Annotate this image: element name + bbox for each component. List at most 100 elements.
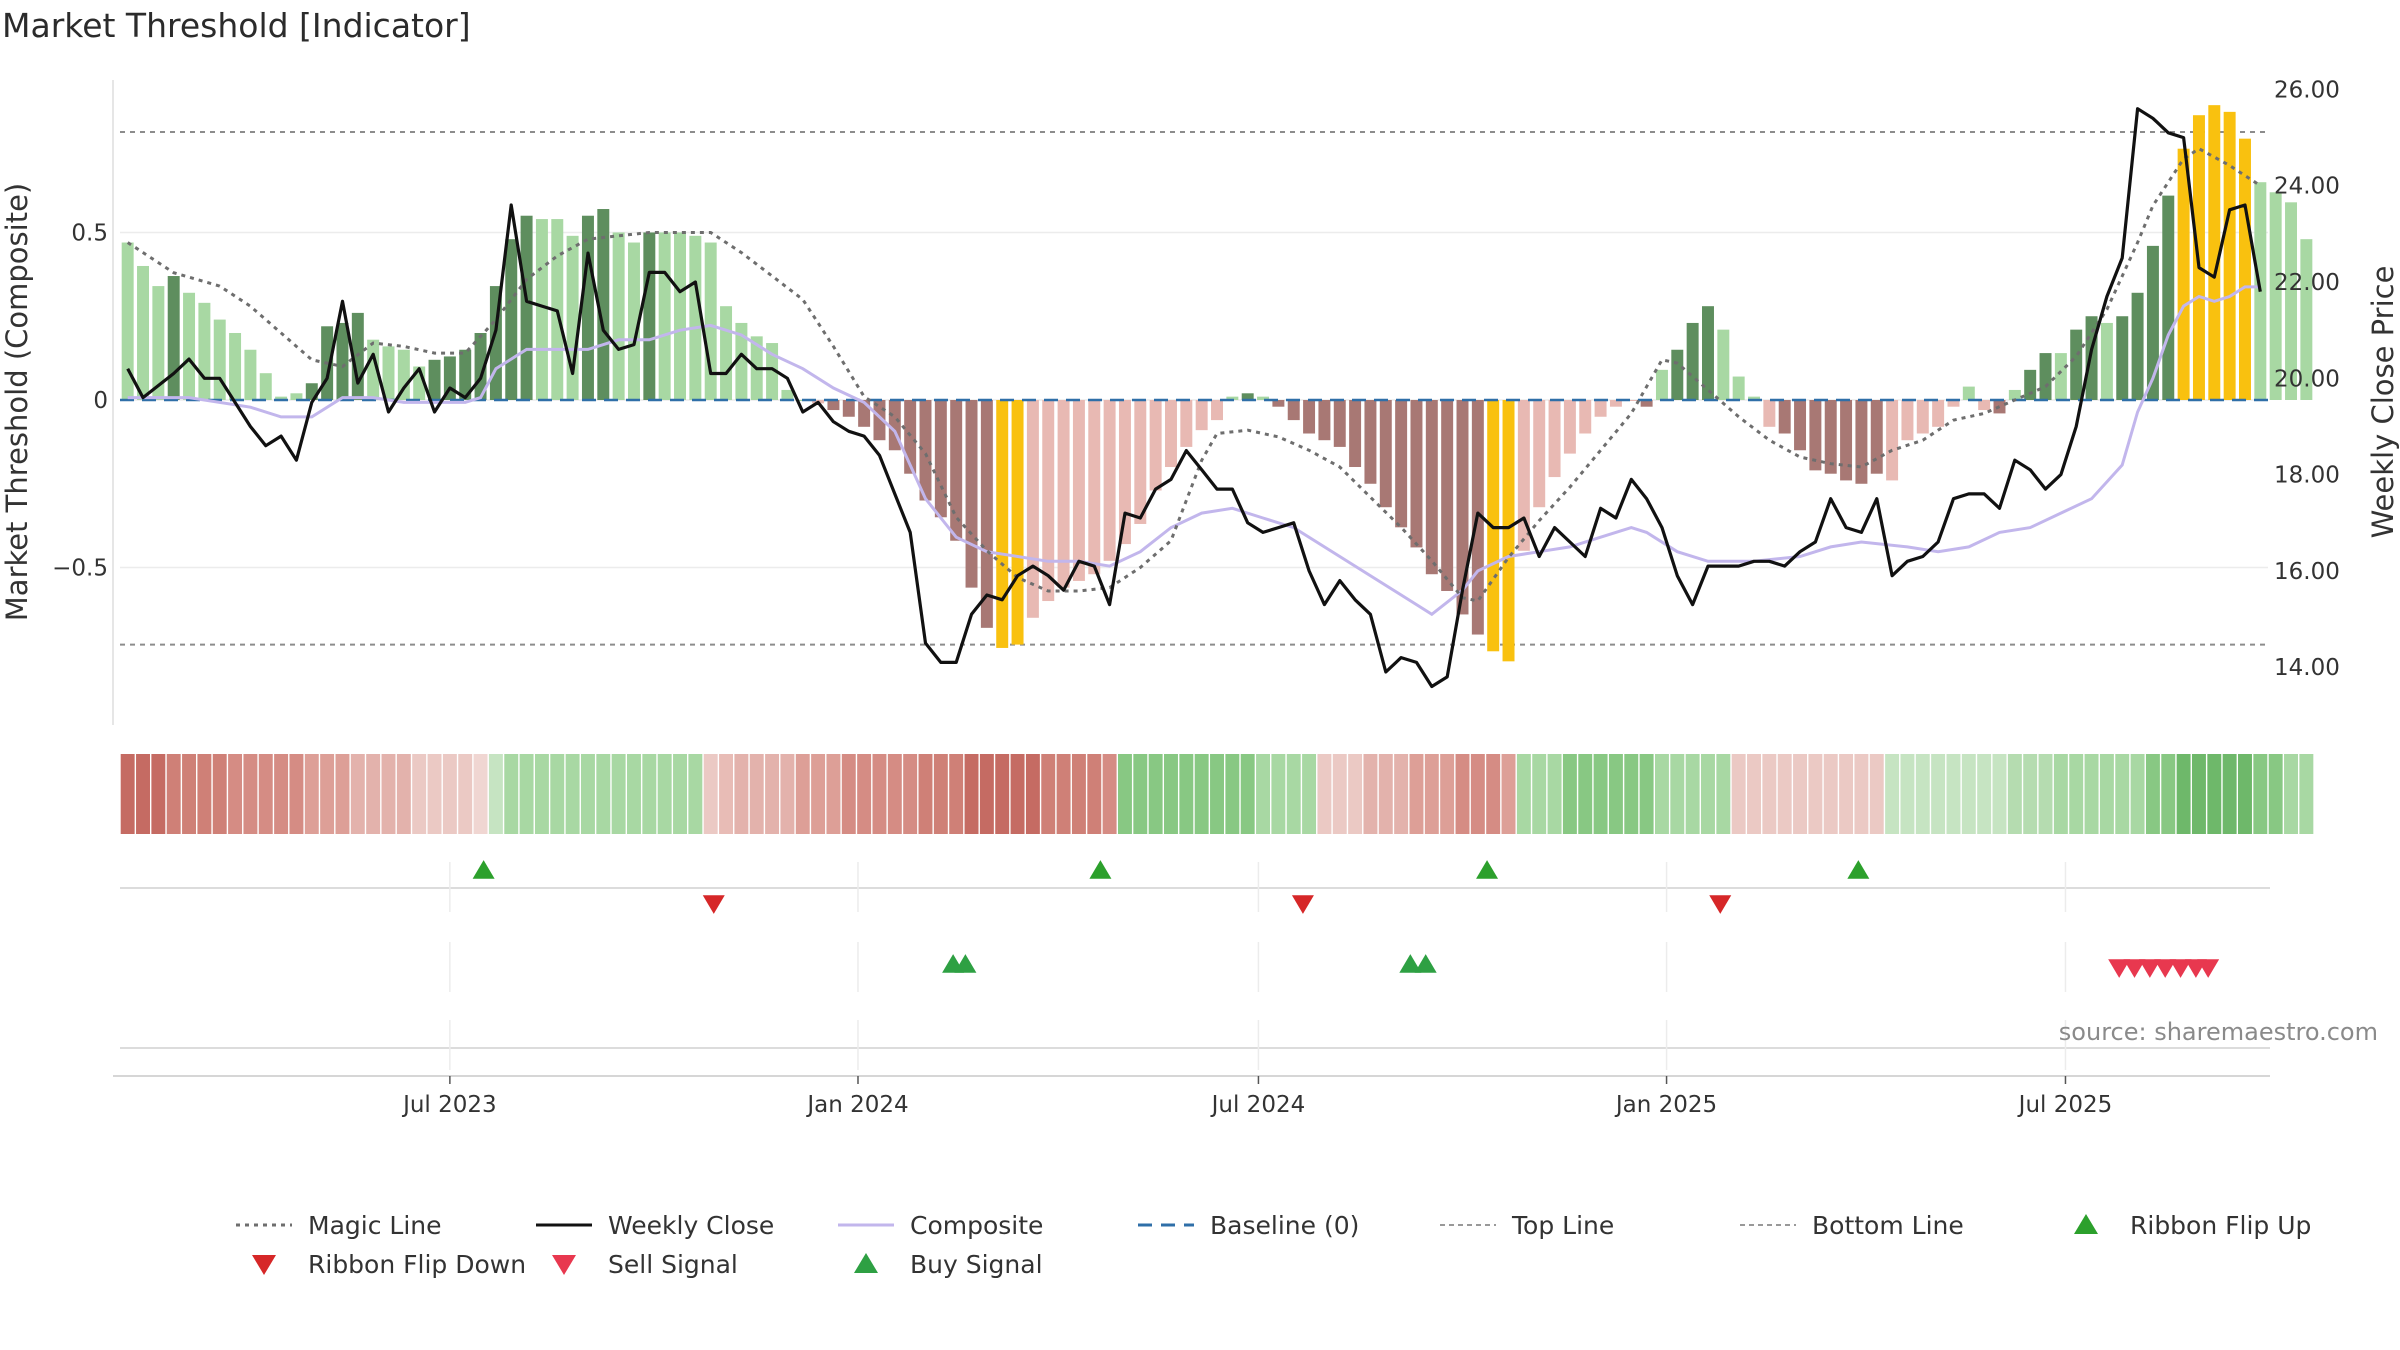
legend-label: Bottom Line [1812,1211,1964,1240]
ribbon-cell [550,754,565,834]
ribbon-cell [2069,754,2084,834]
composite-bar [1640,400,1653,407]
composite-bar [904,400,917,474]
composite-bar [2070,329,2083,400]
ribbon-cell [1762,754,1777,834]
composite-bar [674,232,686,400]
composite-bar [1563,400,1576,454]
ribbon-cell [1470,754,1485,834]
ribbon-cell [2222,754,2237,834]
ribbon-cell [1777,754,1792,834]
composite-bar [1072,400,1085,581]
ribbon-cell [1394,754,1409,834]
x-tick-label: Jul 2024 [1210,1092,1306,1118]
composite-bar [382,346,395,400]
ribbon-cell [1225,754,1240,834]
ribbon-flip-down-marker [1291,895,1314,914]
composite-bar [1732,376,1745,400]
composite-bar [137,265,149,400]
series-lines [120,107,2268,689]
ribbon-cell [534,754,549,834]
ribbon-cell [335,754,350,834]
y-right-tick-label: 26.00 [2274,77,2340,103]
source-credit: source: sharemaestro.com [2059,1018,2378,1046]
ribbon-cell [1332,754,1347,834]
composite-bar [1180,400,1193,447]
legend-marker [854,1253,878,1273]
composite-bar [1456,400,1469,615]
composite-bar [1364,400,1377,484]
composite-bar [275,396,288,400]
composite-bar [1763,400,1776,427]
composite-bar [1349,400,1362,468]
composite-bar [842,400,855,417]
ribbon-cell [2268,754,2283,834]
magic-line [126,146,2262,603]
composite-bar [1195,400,1208,431]
ribbon-cell [1931,754,1946,834]
ribbon-cell [1256,754,1271,834]
ribbon-cell [1639,754,1654,834]
composite-bar [1548,400,1561,478]
ribbon-cell [580,754,595,834]
ribbon-cell [1455,754,1470,834]
ribbon-cell [903,754,918,834]
composite-bar [2177,148,2190,400]
composite-bar [781,389,794,400]
ribbon-cell [918,754,933,834]
chart-title: Market Threshold [Indicator] [2,6,471,45]
legend-item: Ribbon Flip Up [2074,1211,2311,1240]
ribbon-cell [1010,754,1025,834]
axes: 0.5 0 −0.5 26.00 24.00 22.00 20.00 18.00 16.00 14… [52,77,2340,725]
composite-bar [336,322,349,400]
ribbon-cell [964,754,979,834]
x-axis: Jul 2023 Jan 2024 Jul 2024 Jan 2025 Jul 2025 [113,1075,2270,1118]
ribbon-cell [688,754,703,834]
composite-bar [1410,400,1423,548]
ribbon-cell [1071,754,1086,834]
ribbon-cell [1133,754,1148,834]
legend-label: Sell Signal [608,1250,738,1279]
composite-bars [121,105,2313,662]
ribbon-cell [2084,754,2099,834]
composite-bar [1057,400,1070,588]
composite-bar [1901,400,1914,441]
composite-bar [934,400,947,518]
y-left-tick-label: 0.5 [71,220,108,246]
composite-bar [1257,396,1270,400]
composite-bar [1609,400,1622,407]
ribbon-cell [2145,754,2160,834]
composite-bar [1840,400,1853,481]
composite-bar [2054,353,2067,400]
ribbon-cell [841,754,856,834]
y-right-tick-label: 22.00 [2274,270,2340,296]
ribbon-cell [1532,754,1547,834]
composite-bar [628,242,640,400]
y-right-tick-label: 20.00 [2274,366,2340,392]
ribbon-cell [749,754,764,834]
composite-bar [1425,400,1438,575]
composite-bar [305,383,318,400]
legend-label: Composite [910,1211,1043,1240]
composite-bar [229,332,242,400]
composite-bar [459,349,472,400]
ribbon-cell [565,754,580,834]
ribbon-cell [473,754,488,834]
composite-bar [244,349,257,400]
ribbon-cell [197,754,212,834]
ribbon-cell [1946,754,1961,834]
ribbon-cell [1194,754,1209,834]
ribbon-cell [1992,754,2007,834]
ribbon-cell [519,754,534,834]
composite-bar [290,393,303,400]
ribbon-cell [1578,754,1593,834]
ribbon-cell [212,754,227,834]
composite-bar [1287,400,1300,421]
composite-bar [704,242,717,400]
ribbon-cell [872,754,887,834]
composite-bar [1962,386,1975,400]
composite-bar [152,286,165,400]
ribbon-cell [1716,754,1731,834]
sell-signal-marker [2197,959,2220,978]
composite-bar [474,332,487,400]
